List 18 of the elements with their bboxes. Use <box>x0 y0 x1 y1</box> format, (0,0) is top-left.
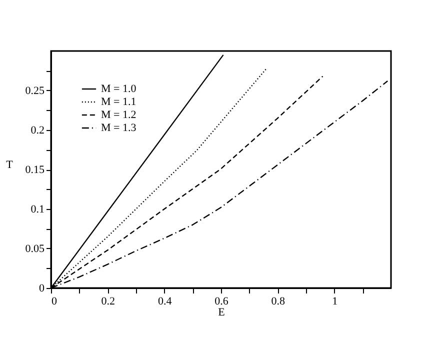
legend-label: M = 1.0 <box>101 83 137 95</box>
y-tick-label: 0.25 <box>25 85 45 97</box>
y-tick-label: 0 <box>39 282 45 294</box>
y-axis-title: T <box>6 159 14 171</box>
legend-label: M = 1.2 <box>101 109 136 121</box>
y-tick-label: 0.1 <box>30 204 44 216</box>
legend-label: M = 1.1 <box>101 96 136 108</box>
y-tick-label: 0.05 <box>25 243 45 255</box>
x-tick-label: 0 <box>52 296 58 308</box>
x-tick-label: 1 <box>332 296 338 308</box>
x-axis-title: E <box>218 306 226 318</box>
x-tick-label: 0.2 <box>101 296 116 308</box>
x-tick-label: 0.4 <box>158 296 172 308</box>
x-tick-label: 0.6 <box>214 296 229 308</box>
x-tick-label: 0.8 <box>271 296 286 308</box>
y-tick-label: 0.15 <box>25 164 45 176</box>
legend-label: M = 1.3 <box>101 122 137 134</box>
y-tick-label: 0.2 <box>30 124 44 136</box>
